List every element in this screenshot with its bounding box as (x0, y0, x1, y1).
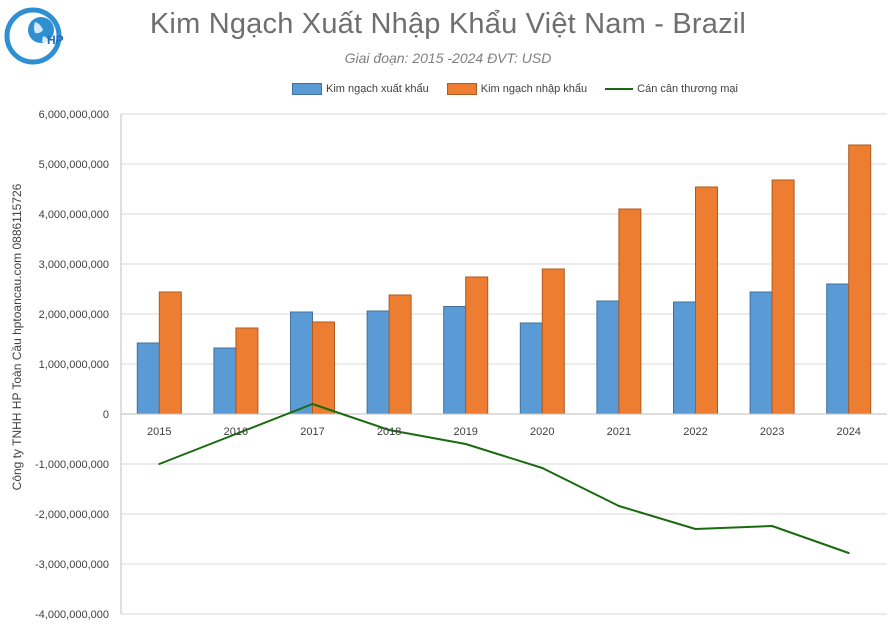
y-tick-label: 2,000,000,000 (39, 309, 109, 321)
line-layer (158, 403, 850, 554)
balance-point (158, 463, 161, 465)
bar-export (443, 306, 467, 415)
bar-export (749, 291, 773, 415)
legend-label-balance: Cán cân thương mại (637, 83, 738, 95)
logo-text: HP (47, 33, 64, 47)
y-tick-label: 0 (103, 409, 109, 421)
legend-swatch-export (292, 83, 322, 95)
bar-import (541, 268, 565, 415)
y-tick-label: 6,000,000,000 (39, 109, 109, 121)
y-tick-label: -3,000,000,000 (35, 559, 109, 571)
y-tick-label: 3,000,000,000 (39, 259, 109, 271)
balance-point (234, 433, 237, 435)
y-tick-label: -1,000,000,000 (35, 459, 109, 471)
label-layer: 6,000,000,000 5,000,000,000 4,000,000,000 3… (35, 109, 861, 621)
bar-export (136, 342, 160, 415)
bar-import (158, 291, 182, 415)
legend-swatch-import (446, 83, 477, 95)
balance-point (771, 525, 774, 527)
legend-label-import: Kim ngạch nhập khẩu (480, 83, 588, 95)
y-tick-label: 1,000,000,000 (39, 359, 109, 371)
logo-ring (4, 7, 62, 65)
series-line-balance (158, 403, 850, 554)
y-tick-label: -4,000,000,000 (35, 609, 109, 621)
globe-land (34, 22, 49, 43)
balance-point (541, 467, 544, 469)
x-tick-label: 2023 (760, 426, 784, 438)
axis-layer (120, 114, 887, 614)
bar-import (695, 186, 718, 415)
y-tick-label: -2,000,000,000 (35, 509, 109, 521)
balance-point (694, 528, 697, 530)
bar-export (366, 310, 390, 415)
x-tick-label: 2021 (607, 426, 631, 438)
bars-layer (136, 144, 872, 415)
balance-point (388, 429, 391, 431)
legend-swatch-balance (605, 88, 634, 90)
chart-legend: Kim ngạch xuất khẩu Kim ngạch nhập khẩu … (292, 83, 756, 95)
legend-label-export: Kim ngạch xuất khẩu (326, 83, 429, 95)
x-tick-label: 2020 (530, 426, 554, 438)
x-tick-label: 2015 (147, 426, 171, 438)
balance-point (847, 552, 850, 554)
bar-import (235, 327, 259, 415)
x-tick-label: 2018 (377, 426, 401, 438)
y-tick-label: 4,000,000,000 (39, 209, 109, 221)
chart-title: Kim Ngạch Xuất Nhập Khẩu Việt Nam - Braz… (149, 8, 747, 40)
bar-export (290, 311, 313, 415)
bar-export (596, 300, 620, 415)
bar-import (848, 144, 872, 415)
bar-import (465, 276, 489, 415)
bar-export (673, 301, 696, 415)
company-logo: HP (3, 6, 65, 73)
bar-export (826, 283, 850, 415)
legend-item-import: Kim ngạch nhập khẩu (446, 83, 588, 95)
legend-item-export: Kim ngạch xuất khẩu (292, 83, 429, 95)
bar-import (771, 179, 795, 415)
x-tick-label: 2016 (224, 426, 248, 438)
legend-item-balance: Cán cân thương mại (605, 83, 738, 95)
balance-point (617, 505, 620, 507)
bar-import (618, 208, 642, 415)
bar-export (519, 322, 543, 415)
balance-point (464, 443, 467, 445)
balance-point (311, 403, 314, 405)
bar-export (213, 347, 237, 415)
x-tick-label: 2017 (300, 426, 324, 438)
bar-import (388, 294, 412, 415)
x-tick-label: 2022 (683, 426, 707, 438)
x-tick-label: 2024 (836, 426, 860, 438)
y-tick-label: 5,000,000,000 (39, 159, 109, 171)
bar-import (312, 321, 335, 415)
chart-subtitle: Giai đoạn: 2015 -2024 ĐVT: USD (344, 50, 552, 66)
x-tick-label: 2019 (453, 426, 477, 438)
